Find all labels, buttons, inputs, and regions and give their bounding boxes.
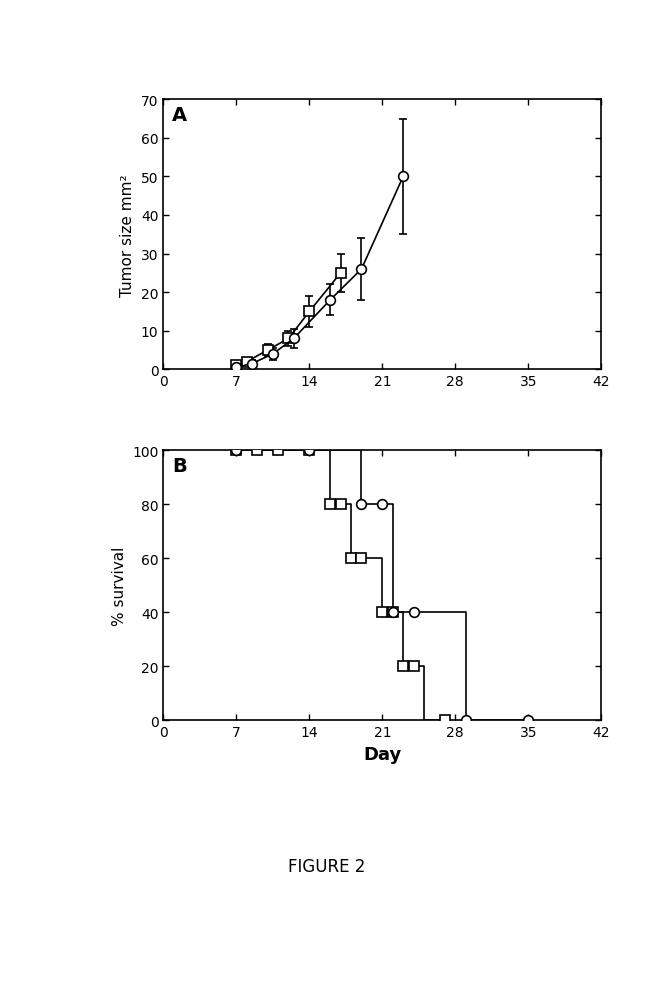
Y-axis label: Tumor size mm²: Tumor size mm² — [120, 174, 135, 296]
X-axis label: Day: Day — [363, 745, 401, 763]
Text: A: A — [172, 105, 187, 124]
Y-axis label: % survival: % survival — [112, 547, 127, 626]
Text: FIGURE 2: FIGURE 2 — [288, 857, 365, 875]
Text: B: B — [172, 456, 187, 475]
